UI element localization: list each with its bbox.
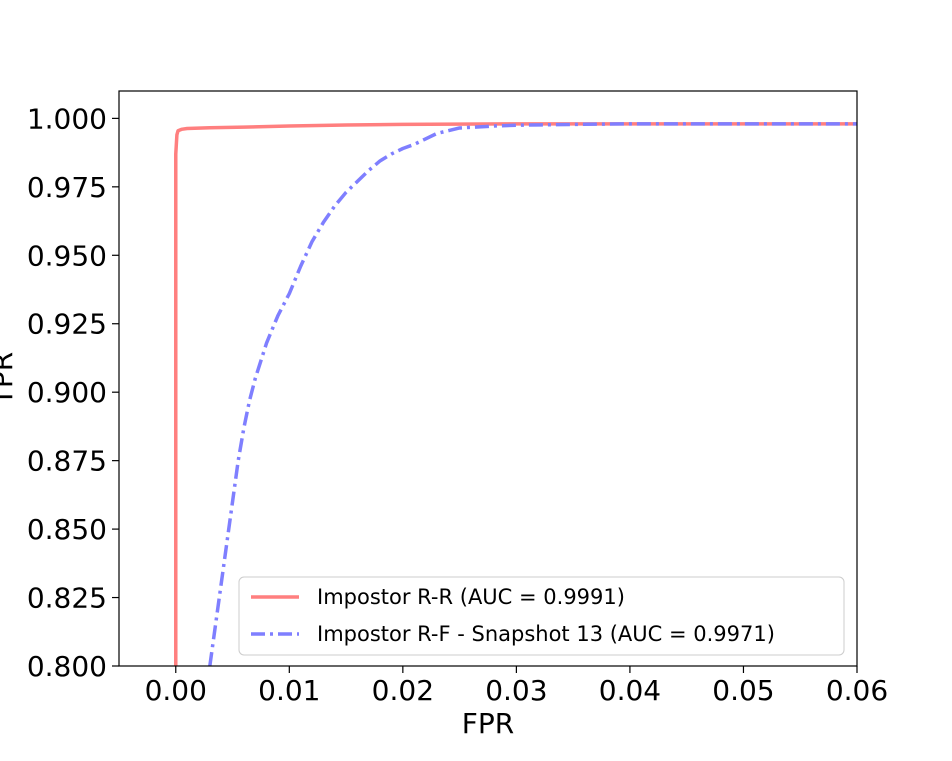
plot-frame bbox=[118, 90, 858, 667]
legend-box bbox=[238, 576, 845, 656]
legend-label-1: Impostor R-R (AUC = 0.9991) bbox=[317, 585, 625, 609]
y-tick-label: 0.800 bbox=[27, 650, 107, 683]
y-tick-label: 0.900 bbox=[27, 376, 107, 409]
y-tick-label: 0.950 bbox=[27, 239, 107, 272]
y-tick-label: 0.850 bbox=[27, 513, 107, 546]
x-axis: 0.00 0.01 0.02 0.03 0.04 0.05 0.06 bbox=[145, 666, 888, 707]
y-axis-label: TPR bbox=[0, 352, 19, 406]
series-line-2 bbox=[208, 122, 857, 666]
legend: Impostor R-R (AUC = 0.9991) Impostor R-F … bbox=[238, 576, 845, 656]
y-tick-label: 1.000 bbox=[27, 102, 107, 135]
x-tick-label: 0.06 bbox=[826, 674, 888, 707]
x-tick-label: 0.03 bbox=[485, 674, 547, 707]
legend-label-2: Impostor R-F - Snapshot 13 (AUC = 0.9971… bbox=[317, 622, 775, 646]
y-tick-label: 0.925 bbox=[27, 308, 107, 341]
x-tick-label: 0.02 bbox=[372, 674, 434, 707]
series-line-1 bbox=[174, 122, 857, 666]
x-tick-label: 0.04 bbox=[599, 674, 661, 707]
x-axis-label: FPR bbox=[462, 707, 514, 740]
y-tick-label: 0.825 bbox=[27, 582, 107, 615]
y-axis: 0.800 0.825 0.850 0.875 0.900 0.925 0.950 0.975… bbox=[27, 102, 119, 683]
y-tick-label: 0.875 bbox=[27, 445, 107, 478]
x-tick-label: 0.00 bbox=[145, 674, 207, 707]
x-tick-label: 0.01 bbox=[258, 674, 320, 707]
x-tick-label: 0.05 bbox=[712, 674, 774, 707]
plot-area bbox=[118, 90, 858, 667]
y-tick-label: 0.975 bbox=[27, 171, 107, 204]
